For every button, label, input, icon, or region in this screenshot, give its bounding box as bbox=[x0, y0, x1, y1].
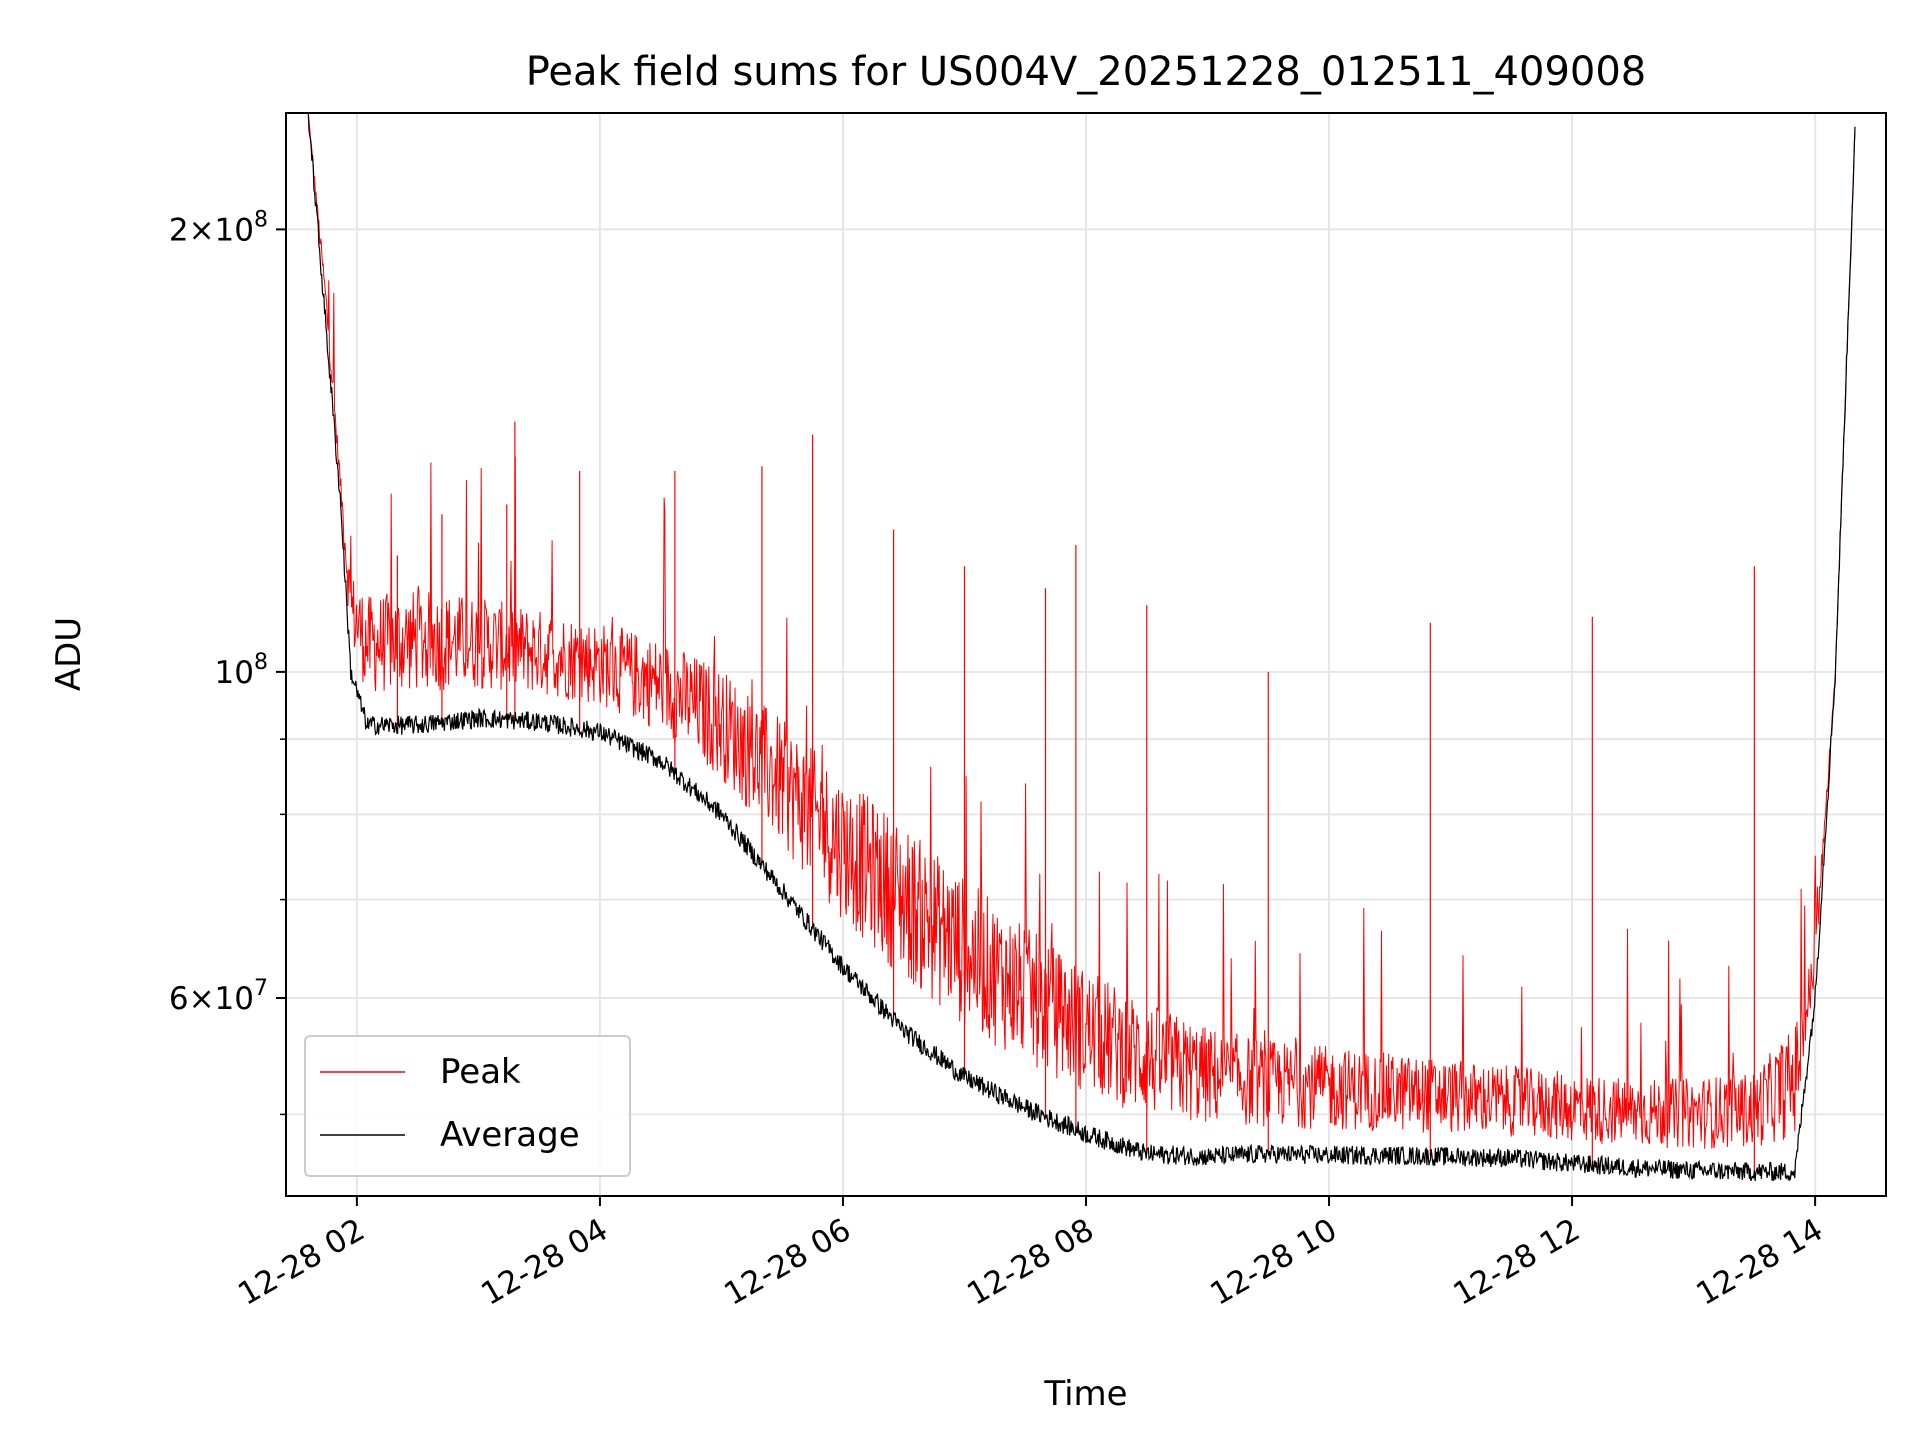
series-line-average bbox=[307, 113, 1856, 1182]
series-line-peak bbox=[307, 113, 1856, 1149]
plot-area bbox=[307, 113, 1856, 1182]
legend-label-average: Average bbox=[440, 1115, 580, 1155]
legend-box bbox=[304, 1035, 631, 1177]
x-axis-label: Time bbox=[1043, 1374, 1127, 1414]
chart-title: Peak field sums for US004V_20251228_0125… bbox=[526, 49, 1647, 95]
legend: Peak Average bbox=[304, 1035, 631, 1177]
y-tick-label: 108 bbox=[215, 650, 268, 691]
y-tick-label: 2×108 bbox=[169, 207, 268, 248]
y-tick-label: 6×107 bbox=[169, 976, 268, 1017]
y-axis-label: ADU bbox=[49, 617, 89, 691]
legend-label-peak: Peak bbox=[440, 1052, 521, 1092]
